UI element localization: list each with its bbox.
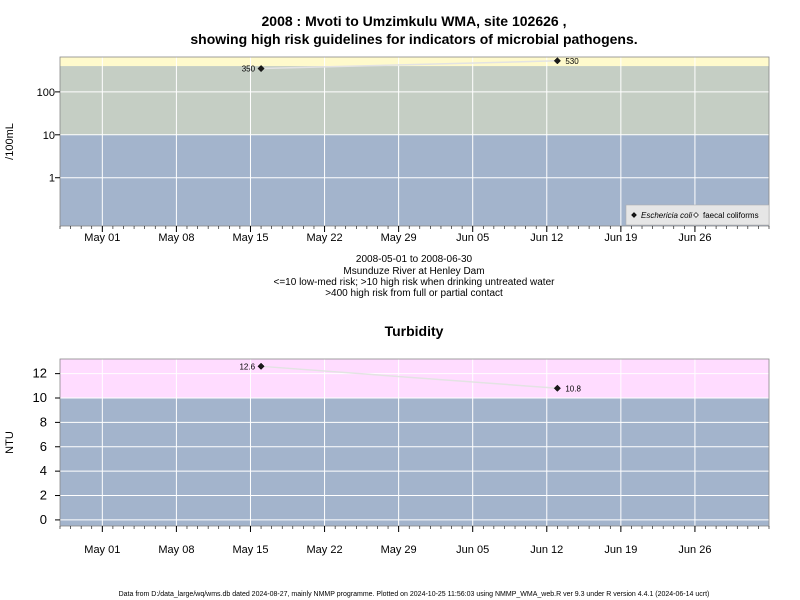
y-tick-label: 100 (37, 87, 55, 99)
y-tick-label: 12 (33, 366, 47, 381)
y-tick-label: 8 (40, 414, 47, 429)
data-point-marker (553, 57, 561, 65)
series-line (261, 60, 558, 70)
data-label: 12.6 (239, 362, 255, 371)
x-tick-label: May 08 (158, 232, 194, 244)
x-tick-label: May 15 (232, 232, 268, 244)
ecoli-chart-panel: 1 10 100 May 01 May 08 May 15 May 22 May 29 Jun … (4, 56, 770, 244)
x-tick-label: Jun 12 (530, 232, 563, 244)
risk-band (60, 66, 769, 135)
data-point-marker (257, 362, 265, 370)
y-axis-label: NTU (4, 431, 16, 454)
data-point-marker (257, 64, 265, 73)
figure-title-line1: 2008 : Mvoti to Umzimkulu WMA, site 1026… (262, 13, 567, 29)
risk-band (60, 398, 769, 526)
x-tick-label: Jun 19 (604, 544, 637, 556)
x-tick-label: Jun 12 (530, 544, 563, 556)
x-tick-label: Jun 26 (678, 544, 711, 556)
x-tick-label: Jun 05 (456, 544, 489, 556)
y-tick-label: 1 (49, 173, 55, 185)
legend-entry: faecal coliforms (703, 211, 759, 220)
plot-frame (59, 56, 770, 227)
x-tick-label: May 08 (158, 544, 194, 556)
y-tick-label: 6 (40, 439, 47, 454)
figure-title-line2: showing high risk guidelines for indicat… (190, 31, 637, 47)
y-axis-label: /100mL (4, 123, 16, 160)
x-tick-label: May 01 (84, 232, 120, 244)
y-tick-label: 0 (40, 512, 47, 527)
risk-band (60, 359, 769, 399)
data-point-marker (553, 384, 561, 392)
x-tick-label: May 15 (232, 544, 268, 556)
x-tick-label: Jun 26 (678, 232, 711, 244)
x-tick-label: May 29 (381, 232, 417, 244)
x-tick-label: May 01 (84, 544, 120, 556)
y-tick-label: 4 (40, 463, 47, 478)
y-tick-label: 2 (40, 488, 47, 503)
caption-drinking-risk: <=10 low-med risk; >10 high risk when dr… (274, 277, 556, 288)
risk-band (60, 57, 769, 67)
x-tick-label: Jun 19 (604, 232, 637, 244)
caption-site-name: Msunduze River at Henley Dam (343, 266, 484, 277)
legend-entry: Eschericia coli (641, 211, 692, 220)
plot-frame (59, 358, 770, 527)
data-label: 350 (242, 65, 256, 74)
x-tick-label: May 22 (307, 232, 343, 244)
data-label: 10.8 (565, 384, 581, 393)
y-tick-label: 10 (33, 390, 47, 405)
x-tick-label: May 29 (381, 544, 417, 556)
turbidity-chart-title: Turbidity (385, 323, 444, 339)
legend-marker (693, 212, 699, 218)
figure-footer: Data from D:/data_large/wq/wms.db dated … (119, 591, 710, 598)
series-line (261, 365, 558, 390)
y-tick-label: 10 (43, 130, 55, 142)
turbidity-chart-panel: 0 2 4 6 8 10 12 May 01 May 08 May 15 May 22 May 29 J… (4, 358, 770, 556)
caption-date-range: 2008-05-01 to 2008-06-30 (356, 254, 473, 265)
caption-contact-risk: >400 high risk from full or partial cont… (325, 288, 503, 299)
x-tick-label: May 22 (307, 544, 343, 556)
legend-marker (631, 212, 637, 218)
x-tick-label: Jun 05 (456, 232, 489, 244)
data-label: 530 (565, 57, 579, 66)
